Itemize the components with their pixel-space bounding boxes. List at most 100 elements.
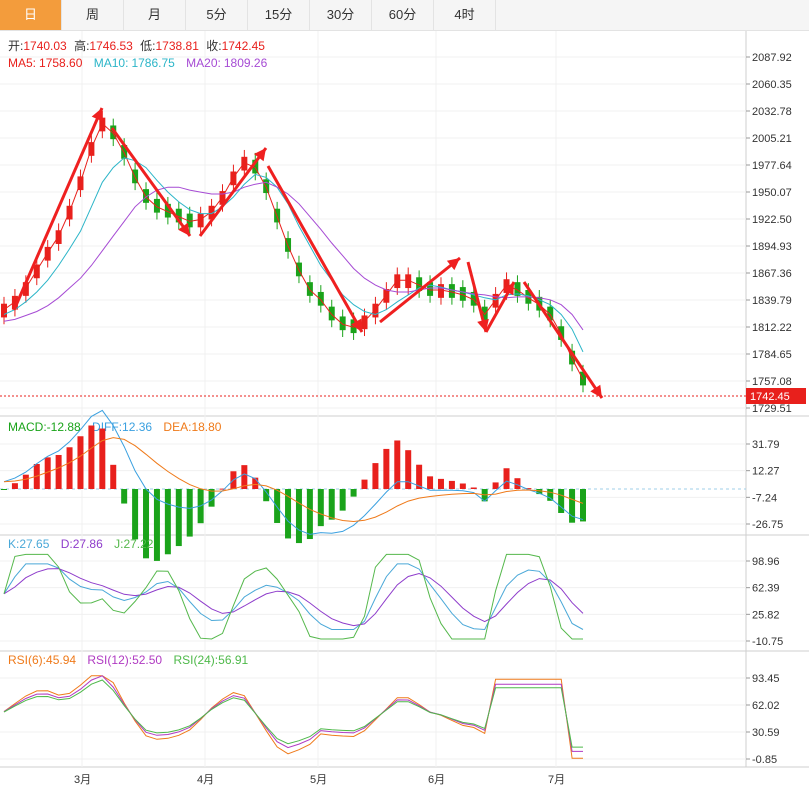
macd-bar — [383, 448, 390, 489]
kdj-y-ticks: 98.96 62.39 25.82 -10.75 — [746, 556, 783, 648]
candle-body — [197, 213, 204, 228]
y-tick-label: -0.85 — [752, 754, 777, 766]
macd-bar — [88, 425, 95, 489]
macd-bar — [241, 465, 248, 489]
month-label: 7月 — [548, 774, 565, 786]
rsi-legend: RSI(6):45.94 RSI(12):52.50 RSI(24):56.91 — [8, 653, 248, 667]
macd-bar — [153, 489, 160, 561]
trend-arrow-shaft — [198, 147, 268, 237]
macd-bar — [317, 489, 324, 527]
trend-arrows — [12, 107, 604, 399]
ma20-line — [3, 181, 584, 331]
trend-arrow-head — [477, 318, 489, 332]
macd-bar — [437, 478, 444, 489]
y-tick-label: 1757.08 — [752, 376, 792, 388]
tab-0[interactable]: 日 — [0, 0, 62, 30]
y-tick-label: -26.75 — [752, 519, 783, 531]
macd-bar — [350, 489, 357, 497]
candle-body — [55, 230, 62, 244]
macd-bar — [580, 489, 586, 522]
candle-body — [492, 293, 499, 308]
tab-1[interactable]: 周 — [62, 0, 124, 30]
price-y-ticks: 2087.92 2060.35 2032.78 2005.21 1977.64 1950.… — [746, 52, 792, 415]
tab-4[interactable]: 15分 — [248, 0, 310, 30]
candle-body — [186, 213, 193, 228]
trend-arrow-head — [590, 384, 602, 398]
month-label: 5月 — [310, 774, 327, 786]
candle-body — [22, 282, 29, 296]
macd-bar — [547, 489, 554, 501]
y-tick-label: 12.27 — [752, 466, 780, 478]
y-tick-label: 2060.35 — [752, 79, 792, 91]
trend-arrow-head — [350, 318, 362, 332]
candle-body — [339, 316, 346, 331]
candle-body — [252, 159, 259, 174]
candle-body — [1, 303, 7, 318]
candlesticks — [1, 110, 586, 393]
candle-body — [219, 191, 226, 205]
y-tick-label: 2087.92 — [752, 52, 792, 64]
current-price-value: 1742.45 — [750, 391, 790, 403]
macd-legend: MACD:-12.88 DIFF:12.36 DEA:18.80 — [8, 420, 222, 434]
macd-bar — [219, 488, 226, 490]
month-label: 4月 — [197, 774, 214, 786]
macd-bar — [525, 488, 532, 490]
macd-bar — [263, 489, 270, 502]
macd-y-ticks: 31.79 12.27 -7.24 -26.75 — [746, 439, 783, 531]
trend-arrow-shaft — [466, 261, 488, 333]
candle-body — [328, 306, 335, 321]
y-tick-label: 1894.93 — [752, 241, 792, 253]
tab-7[interactable]: 4时 — [434, 0, 496, 30]
y-tick-label: 1950.07 — [752, 187, 792, 199]
candle-body — [514, 282, 521, 296]
trend-arrow-shaft — [12, 107, 104, 311]
rsi12-line — [3, 675, 583, 752]
macd-bar — [416, 464, 423, 489]
moving-average-lines — [3, 122, 584, 380]
candle-body — [241, 156, 248, 171]
macd-bar — [208, 489, 215, 507]
tab-2[interactable]: 月 — [124, 0, 186, 30]
candle-body — [427, 282, 434, 296]
y-tick-label: 31.79 — [752, 439, 780, 451]
tab-6[interactable]: 60分 — [372, 0, 434, 30]
macd-bar — [459, 483, 466, 489]
tab-5[interactable]: 30分 — [310, 0, 372, 30]
macd-bar — [186, 489, 193, 537]
current-price-badge — [746, 388, 806, 404]
trend-arrow-head — [91, 108, 103, 122]
month-label: 6月 — [428, 774, 445, 786]
candle-body — [11, 295, 18, 310]
x-axis-months: 3月 4月 5月 6月 7月 — [74, 774, 565, 786]
trend-arrow-head — [502, 282, 514, 296]
y-tick-label: 30.59 — [752, 727, 780, 739]
macd-bar — [132, 489, 139, 540]
kdj-legend: K:27.65 D:27.86 J:27.22 — [8, 537, 154, 551]
candle-body — [164, 203, 171, 218]
y-tick-label: 1784.65 — [752, 349, 792, 361]
y-tick-label: -10.75 — [752, 636, 783, 648]
macd-bar — [405, 450, 412, 489]
y-tick-label: 1922.50 — [752, 214, 792, 226]
candle-body — [470, 291, 477, 306]
ma10-line — [3, 157, 584, 353]
macd-bar — [121, 489, 128, 504]
period-tabs: 日周月 5分 15分 30分 60分 4时 — [0, 0, 809, 31]
macd-bar — [22, 474, 29, 489]
candle-body — [208, 205, 215, 220]
macd-bar — [328, 489, 335, 520]
y-tick-label: 62.02 — [752, 700, 780, 712]
tab-3[interactable]: 5分 — [186, 0, 248, 30]
y-tick-label: -7.24 — [752, 492, 777, 504]
candle-body — [143, 189, 150, 203]
diff-line — [3, 409, 584, 535]
candle-body — [153, 198, 160, 213]
macd-bar — [295, 489, 302, 544]
y-tick-label: 98.96 — [752, 556, 780, 568]
trend-arrow-head — [254, 148, 266, 162]
rsi-y-ticks: 93.45 62.02 30.59 -0.85 — [746, 673, 780, 766]
ohlc-legend: 开:1740.03 高:1746.53 低:1738.81 收:1742.45 — [8, 38, 265, 53]
candle-body — [317, 291, 324, 306]
rsi-lines — [3, 675, 583, 759]
candle-body — [459, 287, 466, 301]
